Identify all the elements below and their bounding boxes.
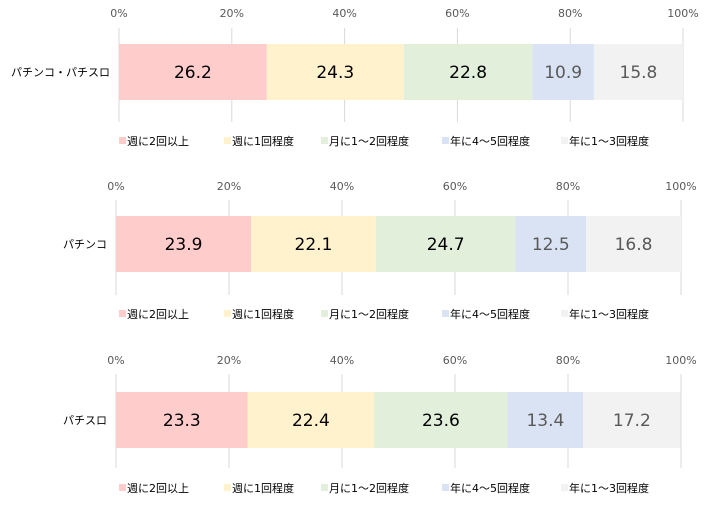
data-label: 26.2 [174,63,212,83]
x-tick-label: 80% [558,7,582,20]
legend-swatch [561,484,568,491]
legend-label: 年に4～5回程度 [450,481,530,495]
legend-swatch [224,484,231,491]
bar-segment [375,216,516,272]
legend-swatch [442,137,449,144]
data-label: 10.9 [544,63,582,83]
legend-label: 年に1～3回程度 [569,307,649,321]
legend-swatch [442,310,449,317]
bar-segment [116,392,248,448]
x-tick-label: 20% [217,354,241,367]
category-label: パチンコ・パチスロ [11,66,110,79]
x-tick-label: 40% [330,354,354,367]
data-label: 12.5 [532,235,570,255]
legend-label: 年に1～3回程度 [569,134,649,148]
legend-swatch [224,310,231,317]
bar-segment [116,216,252,272]
bar-segment [403,44,533,100]
bar-segment [266,44,404,100]
legend-label: 週に1回程度 [232,307,294,321]
x-tick-label: 80% [556,180,580,193]
x-tick-label: 100% [665,180,696,193]
bar-segment [119,44,267,100]
legend-swatch [321,310,328,317]
legend-swatch [119,137,126,144]
legend-swatch [561,310,568,317]
bar-segment [586,216,681,272]
category-label: パチンコ [63,238,107,251]
legend-label: 週に1回程度 [232,134,294,148]
data-label: 24.3 [316,63,354,83]
x-tick-label: 60% [445,7,469,20]
bar-segment [583,392,681,448]
legend-label: 年に1～3回程度 [569,481,649,495]
data-label: 17.2 [613,411,651,431]
x-tick-label: 100% [665,354,696,367]
data-label: 24.7 [427,235,465,255]
bar-segment [507,392,584,448]
legend-label: 週に2回以上 [127,135,189,148]
data-label: 16.8 [615,235,653,255]
bar-segment [374,392,508,448]
x-tick-label: 0% [107,354,124,367]
x-tick-label: 20% [220,7,244,20]
legend-label: 月に1～2回程度 [329,481,409,495]
data-label: 23.6 [422,411,460,431]
x-tick-label: 40% [332,7,356,20]
x-tick-label: 60% [443,180,467,193]
legend-label: 週に2回以上 [127,308,189,321]
legend-label: 年に4～5回程度 [450,134,530,148]
bar-segment [247,392,375,448]
bar-segment [593,44,683,100]
bar-segment [532,44,594,100]
legend-swatch [321,137,328,144]
data-label: 15.8 [620,63,658,83]
legend-swatch [224,137,231,144]
legend-label: 月に1～2回程度 [329,134,409,148]
category-label: パチスロ [63,414,107,427]
legend-swatch [561,137,568,144]
bar-segment [251,216,376,272]
legend-swatch [119,484,126,491]
legend-label: 週に1回程度 [232,481,294,495]
x-tick-label: 60% [443,354,467,367]
data-label: 22.4 [292,411,330,431]
bar-segment [515,216,587,272]
data-label: 13.4 [526,411,564,431]
data-label: 22.1 [295,235,333,255]
legend-swatch [119,310,126,317]
legend-label: 月に1～2回程度 [329,307,409,321]
legend-swatch [321,484,328,491]
x-tick-label: 100% [667,7,698,20]
x-tick-label: 0% [107,180,124,193]
legend-label: 週に2回以上 [127,482,189,495]
x-tick-label: 80% [556,354,580,367]
legend-swatch [442,484,449,491]
x-tick-label: 40% [330,180,354,193]
legend-label: 年に4～5回程度 [450,307,530,321]
data-label: 22.8 [449,63,487,83]
x-tick-label: 0% [110,7,127,20]
x-tick-label: 20% [217,180,241,193]
data-label: 23.3 [163,411,201,431]
data-label: 23.9 [165,235,203,255]
